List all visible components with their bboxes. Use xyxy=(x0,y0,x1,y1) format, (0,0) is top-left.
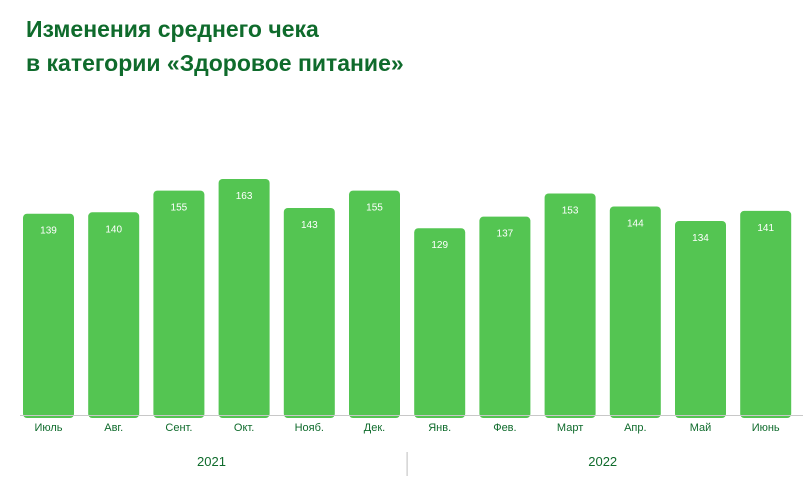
x-tick-label-3: Сент. xyxy=(165,422,192,434)
bar-3 xyxy=(153,190,205,418)
bar-value-label-7: 129 xyxy=(431,240,448,251)
x-tick-label-6: Дек. xyxy=(364,422,385,434)
bar-value-label-6: 155 xyxy=(366,203,383,214)
x-tick-label-10: Апр. xyxy=(624,422,646,434)
bar-value-label-4: 163 xyxy=(236,191,253,202)
x-tick-label-1: Июль xyxy=(34,422,62,434)
bar-6 xyxy=(349,190,400,418)
bar-2 xyxy=(88,212,140,418)
bar-10 xyxy=(609,206,661,418)
bar-value-label-11: 134 xyxy=(692,233,709,244)
x-tick-label-4: Окт. xyxy=(234,422,254,434)
bar-1 xyxy=(23,213,74,418)
year-group-label-2021: 2021 xyxy=(197,454,226,469)
bar-value-label-5: 143 xyxy=(301,220,318,231)
bar-5 xyxy=(283,207,335,418)
chart-title-line-2: в категории «Здоровое питание» xyxy=(26,50,404,76)
x-tick-label-2: Авг. xyxy=(104,422,123,434)
bar-7 xyxy=(414,228,466,418)
bar-value-label-9: 153 xyxy=(562,205,579,216)
bar-value-label-8: 137 xyxy=(497,229,514,240)
bar-value-label-1: 139 xyxy=(40,226,57,237)
bar-value-label-2: 140 xyxy=(105,224,122,235)
chart-title: Изменения среднего чека в категории «Здо… xyxy=(26,12,404,80)
bar-value-label-12: 141 xyxy=(757,223,774,234)
bar-9 xyxy=(544,193,596,418)
bar-value-label-10: 144 xyxy=(627,219,644,230)
x-tick-label-12: Июнь xyxy=(752,422,780,434)
x-tick-label-5: Нояб. xyxy=(295,422,324,434)
x-tick-label-11: Май xyxy=(690,422,712,434)
bar-8 xyxy=(479,216,531,418)
x-tick-label-7: Янв. xyxy=(428,422,451,434)
chart-title-line-1: Изменения среднего чека xyxy=(26,16,319,42)
x-tick-label-8: Фев. xyxy=(493,422,516,434)
bar-12 xyxy=(740,210,792,418)
x-tick-label-9: Март xyxy=(557,422,583,434)
bar-11 xyxy=(675,220,726,418)
year-group-label-2022: 2022 xyxy=(588,454,617,469)
bar-4 xyxy=(218,179,270,418)
bar-value-label-3: 155 xyxy=(171,203,188,214)
